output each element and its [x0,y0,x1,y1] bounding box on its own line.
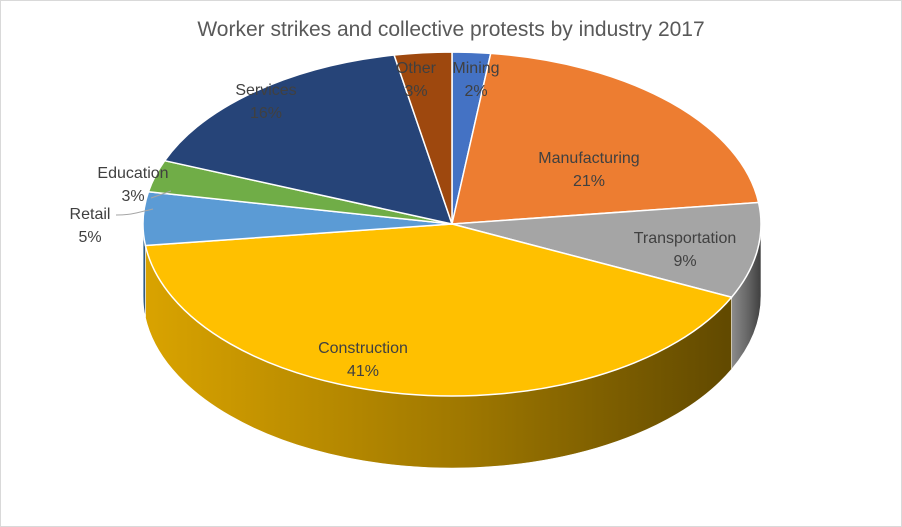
leader-line-retail [115,208,154,216]
data-label-retail-name: Retail [70,206,111,223]
data-label-education-percent: 3% [121,188,144,205]
pie-slices [142,51,762,397]
data-label-mining-percent: 2% [464,83,487,100]
chart-title: Worker strikes and collective protests b… [197,18,705,41]
pie-data-labels: Mining 2% Manufacturing 21% Transportation 9%… [70,60,737,380]
pie-slice-manufacturing [451,52,760,225]
data-label-manufacturing-percent: 21% [573,173,605,190]
data-label-services-percent: 16% [250,105,282,122]
pie-slice-transportation [451,201,762,298]
data-label-transportation-name: Transportation [634,230,737,247]
data-label-construction-percent: 41% [347,363,379,380]
data-label-services-name: Services [235,82,296,99]
data-label-other-percent: 3% [404,83,427,100]
pie-slice-other [393,51,453,225]
data-label-transportation-percent: 9% [673,253,696,270]
data-label-education-name: Education [97,165,168,182]
data-label-mining-name: Mining [452,60,499,77]
leader-line-education [150,190,172,199]
data-label-other-name: Other [396,60,437,77]
data-label-manufacturing-name: Manufacturing [538,150,639,167]
pie-slice-construction [144,223,733,397]
pie-slice-services [163,54,453,225]
data-label-construction-name: Construction [318,340,408,357]
data-label-retail-percent: 5% [78,229,101,246]
